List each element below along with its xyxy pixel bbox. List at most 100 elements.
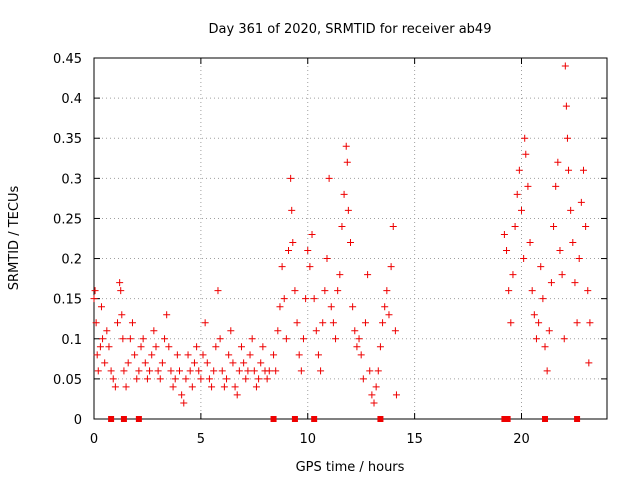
- data-point: [156, 375, 164, 383]
- data-point: [92, 319, 100, 327]
- data-point: [195, 367, 203, 375]
- data-point: [288, 206, 296, 214]
- data-point: [242, 375, 250, 383]
- data-point: [122, 383, 130, 391]
- data-point: [201, 319, 209, 327]
- data-point: [197, 375, 205, 383]
- data-point: [131, 351, 139, 359]
- gap-marker: [270, 416, 277, 422]
- data-point: [343, 158, 351, 166]
- data-point: [237, 343, 245, 351]
- gap-marker: [108, 416, 115, 422]
- data-point: [582, 222, 590, 230]
- data-point: [124, 359, 132, 367]
- data-point: [118, 311, 126, 319]
- data-point: [280, 295, 288, 303]
- data-point: [291, 287, 299, 295]
- data-point: [128, 319, 136, 327]
- data-point: [565, 166, 573, 174]
- data-point: [180, 399, 188, 407]
- data-point: [212, 343, 220, 351]
- data-point: [252, 383, 260, 391]
- y-tick-label: 0.1: [61, 333, 82, 348]
- data-point: [374, 367, 382, 375]
- data-point: [293, 319, 301, 327]
- data-point: [357, 351, 365, 359]
- gap-marker: [120, 416, 127, 422]
- data-point: [317, 367, 325, 375]
- data-point: [109, 375, 117, 383]
- data-point: [563, 134, 571, 142]
- data-point: [111, 383, 119, 391]
- data-point: [148, 351, 156, 359]
- data-point: [561, 62, 569, 70]
- data-point: [389, 222, 397, 230]
- data-point: [199, 351, 207, 359]
- data-point: [347, 239, 354, 247]
- data-point: [336, 271, 344, 279]
- x-axis-label: GPS time / hours: [296, 460, 405, 475]
- data-point: [332, 335, 340, 343]
- data-point: [101, 359, 109, 367]
- data-point: [263, 375, 271, 383]
- data-point: [511, 222, 519, 230]
- data-point: [515, 166, 523, 174]
- data-point: [257, 359, 265, 367]
- data-point: [381, 303, 389, 311]
- data-point: [513, 190, 521, 198]
- y-tick-label: 0.15: [53, 293, 82, 308]
- data-point: [250, 367, 258, 375]
- data-point: [550, 222, 558, 230]
- data-point: [391, 327, 399, 335]
- data-point: [539, 295, 547, 303]
- data-point: [126, 335, 134, 343]
- data-point: [503, 247, 511, 255]
- gap-marker: [311, 416, 318, 422]
- data-point: [282, 335, 290, 343]
- data-point: [308, 230, 316, 238]
- data-point: [285, 247, 293, 255]
- data-point: [500, 230, 508, 238]
- data-points: [90, 62, 594, 407]
- y-tick-label: 0.3: [61, 172, 82, 187]
- data-point: [338, 222, 346, 230]
- data-point: [139, 335, 147, 343]
- data-point: [392, 391, 400, 399]
- data-point: [248, 335, 256, 343]
- data-point: [547, 279, 555, 287]
- data-point: [176, 367, 183, 375]
- data-point: [541, 343, 549, 351]
- data-point: [520, 255, 528, 263]
- data-point: [526, 239, 534, 247]
- data-point: [178, 391, 186, 399]
- data-point: [214, 287, 222, 295]
- data-point: [167, 367, 175, 375]
- data-point: [225, 351, 233, 359]
- data-point: [205, 375, 213, 383]
- data-point: [220, 383, 228, 391]
- data-point: [141, 359, 149, 367]
- data-point: [321, 287, 329, 295]
- x-tick-label: 15: [406, 432, 423, 447]
- data-point: [560, 335, 568, 343]
- data-point: [133, 375, 141, 383]
- data-point: [297, 367, 305, 375]
- data-point: [235, 367, 243, 375]
- data-point: [376, 343, 384, 351]
- data-point: [274, 327, 282, 335]
- data-point: [379, 319, 387, 327]
- gap-marker: [135, 416, 142, 422]
- data-point: [577, 198, 585, 206]
- data-point: [329, 319, 337, 327]
- data-point: [370, 399, 378, 407]
- data-point: [190, 359, 198, 367]
- data-point: [165, 343, 173, 351]
- data-point: [169, 383, 177, 391]
- data-point: [569, 239, 577, 247]
- data-point: [173, 351, 181, 359]
- data-point: [193, 343, 201, 351]
- data-point: [143, 375, 151, 383]
- data-point: [543, 367, 551, 375]
- gap-marker: [542, 416, 549, 422]
